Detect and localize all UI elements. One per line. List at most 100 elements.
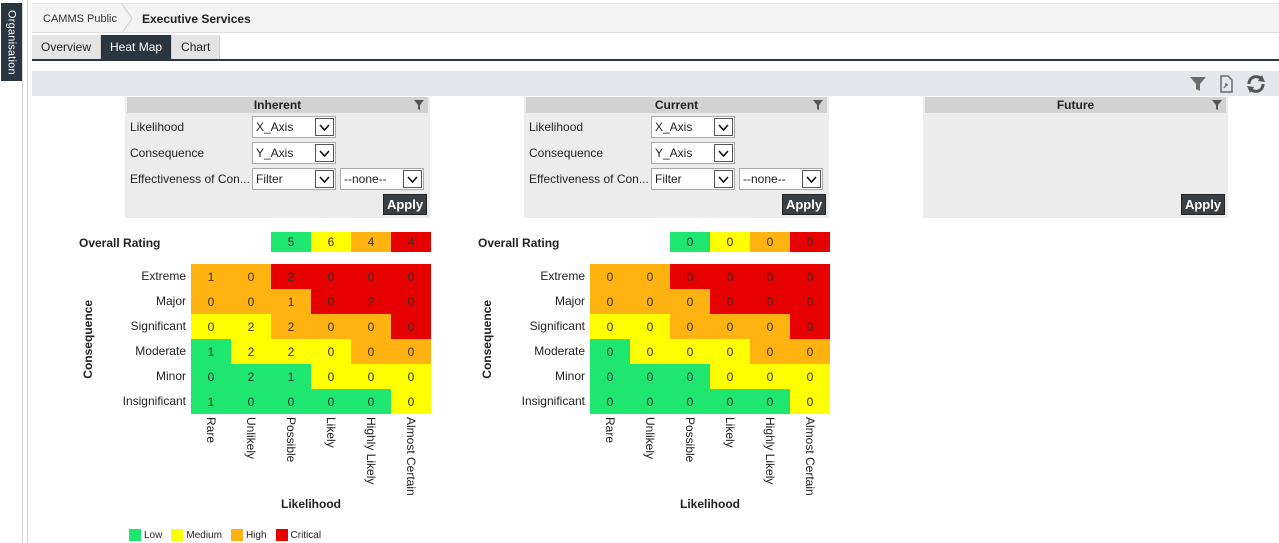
heat-map-cell[interactable]: 0: [790, 314, 830, 339]
heat-map-cell[interactable]: 0: [790, 289, 830, 314]
heat-map-cell[interactable]: 0: [271, 389, 311, 414]
heat-map-cell[interactable]: 1: [271, 289, 311, 314]
effectiveness-select[interactable]: Filter: [651, 168, 735, 190]
heat-map-cell[interactable]: 0: [590, 364, 630, 389]
heat-map-cell[interactable]: 0: [630, 264, 670, 289]
heat-map-cell[interactable]: 0: [790, 389, 830, 414]
heat-map-cell[interactable]: 0: [750, 339, 790, 364]
consequence-select[interactable]: Y_Axis: [651, 142, 735, 164]
overall-rating-cell[interactable]: 5: [271, 232, 311, 252]
overall-rating-cell[interactable]: 6: [311, 232, 351, 252]
heat-map-cell[interactable]: 0: [311, 264, 351, 289]
heat-map-cell[interactable]: 1: [191, 264, 231, 289]
heat-map-cell[interactable]: 0: [391, 264, 431, 289]
heat-map-cell[interactable]: 0: [351, 364, 391, 389]
heat-map-cell[interactable]: 0: [790, 264, 830, 289]
overall-rating-cell[interactable]: 0: [790, 232, 830, 252]
heat-map-cell[interactable]: 0: [391, 339, 431, 364]
heat-map-cell[interactable]: 0: [351, 339, 391, 364]
heat-map-cell[interactable]: 0: [590, 314, 630, 339]
overall-rating-cell[interactable]: 4: [351, 232, 391, 252]
breadcrumb-root[interactable]: CAMMS Public: [43, 12, 117, 25]
heat-map-cell[interactable]: 2: [231, 339, 271, 364]
heat-map-cell[interactable]: 0: [590, 264, 630, 289]
heat-map-cell[interactable]: 0: [590, 289, 630, 314]
heat-map-cell[interactable]: 0: [630, 314, 670, 339]
heat-map-cell[interactable]: 0: [630, 389, 670, 414]
overall-rating-cell[interactable]: 0: [670, 232, 710, 252]
heat-map-cell[interactable]: 0: [391, 389, 431, 414]
heat-map-cell[interactable]: 0: [750, 289, 790, 314]
filter-icon[interactable]: [1187, 73, 1209, 95]
heat-map-cell[interactable]: 0: [710, 389, 750, 414]
heat-map-cell[interactable]: 0: [191, 364, 231, 389]
organisation-tab[interactable]: Organisation: [1, 3, 22, 81]
overall-rating-cell[interactable]: 0: [750, 232, 790, 252]
effectiveness-select[interactable]: Filter: [252, 168, 336, 190]
apply-button[interactable]: Apply: [782, 194, 826, 215]
heat-map-cell[interactable]: 0: [750, 364, 790, 389]
refresh-icon[interactable]: [1245, 73, 1267, 95]
heat-map-cell[interactable]: 2: [231, 314, 271, 339]
heat-map-cell[interactable]: 0: [670, 389, 710, 414]
likelihood-select[interactable]: X_Axis: [252, 116, 336, 138]
heat-map-cell[interactable]: 0: [311, 364, 351, 389]
heat-map-cell[interactable]: 0: [750, 314, 790, 339]
effectiveness-value-select[interactable]: --none--: [340, 168, 424, 190]
heat-map-cell[interactable]: 0: [670, 314, 710, 339]
filter-icon[interactable]: [813, 100, 823, 110]
heat-map-cell[interactable]: 0: [590, 339, 630, 364]
effectiveness-value-select[interactable]: --none--: [739, 168, 823, 190]
heat-map-cell[interactable]: 2: [271, 264, 311, 289]
heat-map-cell[interactable]: 0: [630, 339, 670, 364]
heat-map-cell[interactable]: 0: [790, 339, 830, 364]
apply-button[interactable]: Apply: [383, 194, 427, 215]
heat-map-cell[interactable]: 0: [191, 289, 231, 314]
heat-map-cell[interactable]: 0: [710, 314, 750, 339]
heat-map-cell[interactable]: 0: [351, 264, 391, 289]
heat-map-cell[interactable]: 0: [710, 289, 750, 314]
heat-map-cell[interactable]: 0: [670, 289, 710, 314]
apply-button[interactable]: Apply: [1181, 194, 1225, 215]
heat-map-cell[interactable]: 2: [271, 314, 311, 339]
heat-map-cell[interactable]: 0: [670, 339, 710, 364]
heat-map-cell[interactable]: 0: [630, 289, 670, 314]
tab-heat-map[interactable]: Heat Map: [101, 35, 173, 59]
heat-map-cell[interactable]: 0: [670, 364, 710, 389]
heat-map-cell[interactable]: 2: [271, 339, 311, 364]
heat-map-cell[interactable]: 0: [231, 289, 271, 314]
heat-map-cell[interactable]: 0: [750, 389, 790, 414]
tab-chart[interactable]: Chart: [172, 35, 221, 59]
tab-overview[interactable]: Overview: [32, 35, 102, 59]
heat-map-cell[interactable]: 0: [630, 364, 670, 389]
heat-map-cell[interactable]: 0: [231, 264, 271, 289]
heat-map-cell[interactable]: 0: [311, 389, 351, 414]
heat-map-cell[interactable]: 2: [231, 364, 271, 389]
heat-map-cell[interactable]: 0: [590, 389, 630, 414]
heat-map-cell[interactable]: 0: [351, 314, 391, 339]
export-icon[interactable]: [1215, 73, 1237, 95]
heat-map-cell[interactable]: 0: [790, 364, 830, 389]
heat-map-cell[interactable]: 0: [710, 264, 750, 289]
likelihood-select[interactable]: X_Axis: [651, 116, 735, 138]
heat-map-cell[interactable]: 0: [670, 264, 710, 289]
heat-map-cell[interactable]: 0: [231, 389, 271, 414]
heat-map-cell[interactable]: 1: [191, 389, 231, 414]
filter-icon[interactable]: [1212, 100, 1222, 110]
filter-icon[interactable]: [414, 100, 424, 110]
heat-map-cell[interactable]: 0: [391, 289, 431, 314]
heat-map-cell[interactable]: 0: [191, 314, 231, 339]
heat-map-cell[interactable]: 0: [391, 314, 431, 339]
consequence-select[interactable]: Y_Axis: [252, 142, 336, 164]
heat-map-cell[interactable]: 0: [351, 389, 391, 414]
heat-map-cell[interactable]: 0: [311, 289, 351, 314]
heat-map-cell[interactable]: 0: [710, 364, 750, 389]
heat-map-cell[interactable]: 2: [351, 289, 391, 314]
overall-rating-cell[interactable]: 4: [391, 232, 431, 252]
heat-map-cell[interactable]: 1: [191, 339, 231, 364]
heat-map-cell[interactable]: 0: [391, 364, 431, 389]
heat-map-cell[interactable]: 0: [311, 339, 351, 364]
overall-rating-cell[interactable]: 0: [710, 232, 750, 252]
heat-map-cell[interactable]: 0: [750, 264, 790, 289]
heat-map-cell[interactable]: 1: [271, 364, 311, 389]
